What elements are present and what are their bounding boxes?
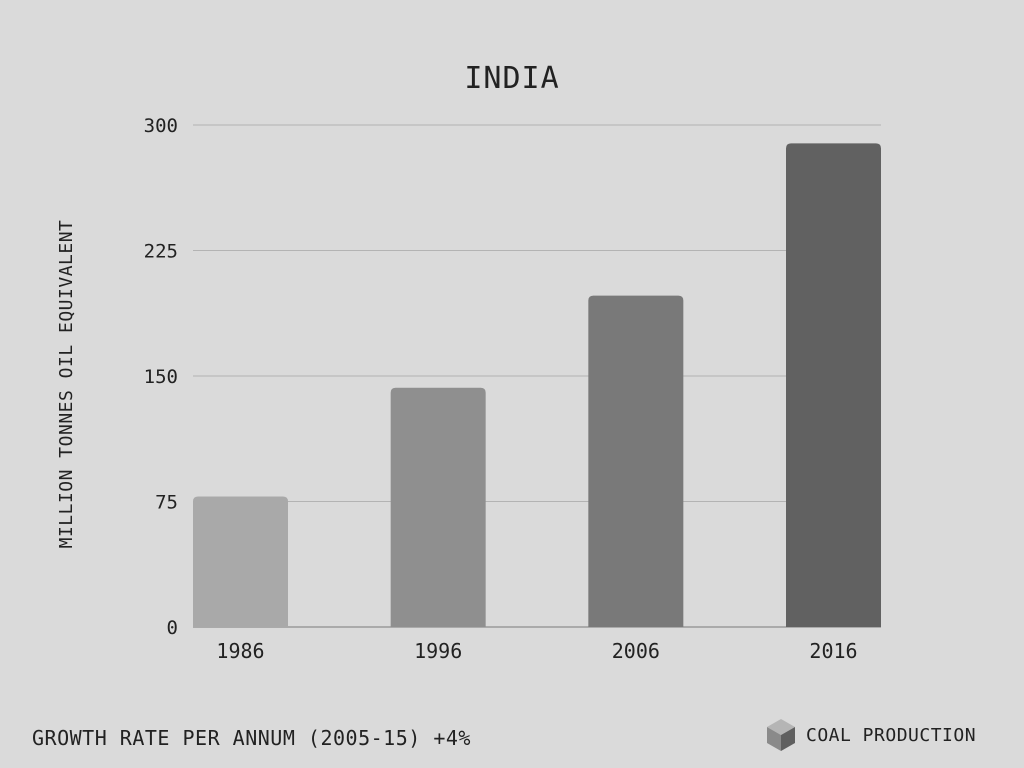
cube-icon [767, 719, 795, 751]
x-tick-label: 1996 [414, 639, 462, 663]
growth-rate-note: GROWTH RATE PER ANNUM (2005-15) +4% [32, 726, 471, 750]
bar-2006 [588, 295, 684, 627]
y-tick-label: 300 [144, 115, 178, 137]
x-tick-label: 2006 [612, 639, 660, 663]
x-tick-label: 2016 [809, 639, 857, 663]
bar-2016 [786, 143, 881, 627]
gridlines [193, 124, 881, 628]
chart-title: INDIA [464, 61, 559, 96]
y-tick-label: 0 [167, 617, 178, 639]
y-tick-label: 150 [144, 366, 178, 388]
bars [193, 143, 881, 627]
y-tick-label: 225 [144, 241, 178, 263]
x-tick-labels: 1986 1996 2006 2016 [216, 639, 857, 663]
x-tick-label: 1986 [216, 639, 264, 663]
y-tick-label: 75 [155, 492, 178, 514]
brand: COAL PRODUCTION [766, 718, 976, 752]
y-axis-label: MILLION TONNES OIL EQUIVALENT [56, 220, 77, 549]
bar-1996 [390, 387, 486, 627]
brand-label: COAL PRODUCTION [806, 724, 977, 746]
bar-1986 [193, 496, 288, 627]
y-tick-labels: 0 75 150 225 300 [144, 115, 178, 639]
